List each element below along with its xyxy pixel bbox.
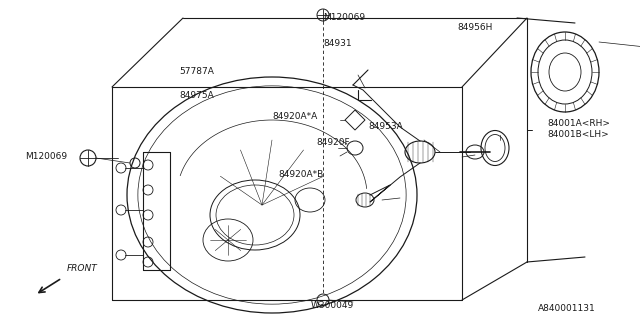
Text: FRONT: FRONT <box>67 264 98 273</box>
Text: 84975A: 84975A <box>180 92 214 100</box>
Text: 84920A*A: 84920A*A <box>272 112 317 121</box>
Text: 84001B<LH>: 84001B<LH> <box>547 130 609 139</box>
Text: A840001131: A840001131 <box>538 304 595 313</box>
Text: 84956H: 84956H <box>458 23 493 32</box>
Text: 84001A<RH>: 84001A<RH> <box>547 119 610 128</box>
Text: 57787A: 57787A <box>180 68 214 76</box>
Text: 84931: 84931 <box>323 39 352 48</box>
Text: 84920F: 84920F <box>317 138 351 147</box>
Text: W300049: W300049 <box>310 301 354 310</box>
Text: M120069: M120069 <box>26 152 68 161</box>
Text: M120069: M120069 <box>323 13 365 22</box>
Text: 84953A: 84953A <box>368 122 403 131</box>
Text: 84920A*B: 84920A*B <box>278 170 324 179</box>
